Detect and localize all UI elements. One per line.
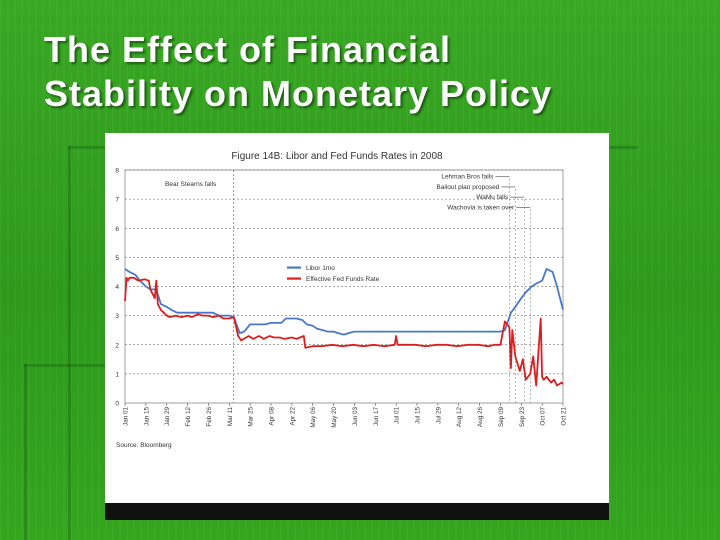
x-tick-label: Jul 01 (394, 407, 401, 424)
y-tick-label: 4 (115, 284, 119, 291)
x-tick-label: Jul 29 (435, 407, 442, 424)
x-tick-label: Aug 12 (456, 407, 463, 427)
axis-layer: 0 1 2 3 4 5 6 7 8 Jan 01 Jan 15 Jan 29 Feb 12 Feb 26 M… (115, 168, 567, 428)
legend-layer: Libor 1mo Effective Fed Funds Rate (287, 265, 380, 283)
slide-title: The Effect of Financial Stability on Mon… (44, 28, 694, 116)
annotation-label: Bear Stearns falls (165, 181, 217, 188)
annotation-label: WaMu falls (476, 194, 509, 201)
legend-label: Effective Fed Funds Rate (306, 276, 380, 283)
series-line-libor (124, 268, 564, 336)
y-tick-label: 5 (115, 255, 119, 262)
x-tick-label: Jan 01 (123, 407, 130, 426)
y-tick-label: 1 (115, 371, 119, 378)
x-tick-label: Jun 17 (373, 407, 380, 426)
series-line-fed-funds (124, 276, 564, 387)
x-tick-label: Feb 12 (185, 407, 192, 427)
x-tick-label: Feb 26 (206, 407, 213, 427)
x-tick-label: Oct 21 (561, 407, 568, 426)
x-tick-label: Jan 15 (143, 407, 150, 426)
annotation-layer: Bear Stearns falls Lehman Bros falls Bailo… (165, 170, 531, 403)
chart-source: Source: Bloomberg (116, 442, 172, 449)
decor-bar-h (24, 364, 106, 367)
x-tick-label: May 20 (331, 407, 338, 428)
y-tick-label: 8 (115, 168, 119, 175)
decor-bar-left-2 (24, 364, 27, 540)
y-tick-label: 0 (115, 401, 119, 408)
x-tick-label: Sep 09 (498, 407, 505, 427)
series-layer (124, 268, 564, 387)
x-tick-label: May 06 (310, 407, 317, 428)
x-tick-label: Apr 08 (269, 407, 276, 426)
x-tick-label: Sep 23 (519, 407, 526, 427)
x-tick-label: Apr 22 (289, 407, 296, 426)
slide-title-line-2: Stability on Monetary Policy (44, 73, 553, 114)
x-tick-label: Aug 26 (477, 407, 484, 427)
plot-border (124, 169, 564, 404)
chart-title: Figure 14B: Libor and Fed Funds Rates in… (231, 151, 443, 162)
x-tick-label: Jul 15 (415, 407, 422, 424)
x-tick-label: Oct 07 (540, 407, 547, 426)
decor-bar-left (68, 146, 71, 540)
annotation-label: Wachovia is taken over (447, 204, 515, 211)
y-tick-label: 7 (115, 197, 119, 204)
y-tick-label: 2 (115, 342, 119, 349)
x-tick-label: Mar 25 (248, 407, 255, 427)
chart-frame: Figure 14B: Libor and Fed Funds Rates in… (105, 133, 609, 520)
y-tick-label: 6 (115, 226, 119, 233)
slide-title-line-1: The Effect of Financial (44, 29, 452, 70)
annotation-label: Lehman Bros falls (441, 174, 494, 181)
x-tick-label: Mar 11 (227, 407, 234, 427)
annotation-label: Bailout plan proposed (436, 184, 499, 191)
legend-label: Libor 1mo (306, 265, 335, 272)
x-tick-label: Jun 03 (352, 407, 359, 426)
y-tick-label: 3 (115, 313, 119, 320)
chart-svg: Figure 14B: Libor and Fed Funds Rates in… (115, 151, 567, 449)
x-tick-label: Jan 29 (164, 407, 171, 426)
